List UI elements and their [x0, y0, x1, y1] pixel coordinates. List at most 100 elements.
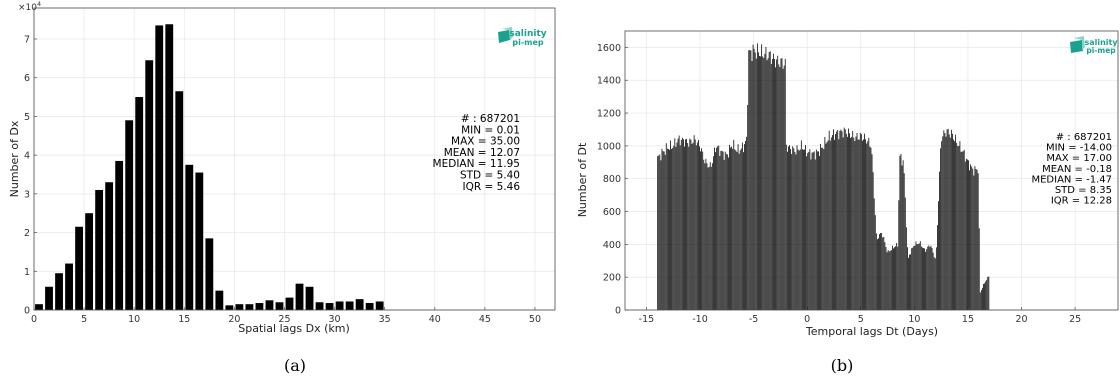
bar — [692, 142, 694, 310]
bar — [975, 168, 977, 310]
bar — [824, 136, 826, 310]
bar — [680, 139, 682, 310]
bar — [714, 147, 715, 310]
bar — [836, 131, 838, 310]
bar — [833, 129, 834, 310]
bar — [765, 46, 767, 310]
bar — [713, 156, 714, 310]
bar — [745, 140, 746, 310]
bar — [775, 67, 776, 310]
bar — [696, 142, 698, 310]
bar — [799, 149, 801, 310]
salinity-logo: salinity pi-mep — [498, 27, 547, 47]
bar — [95, 189, 104, 310]
x-axis-label: Temporal lags Dt (Days) — [805, 325, 938, 338]
bar — [660, 160, 662, 310]
bar — [255, 303, 264, 310]
bar — [988, 276, 990, 310]
bar — [265, 300, 274, 310]
bar — [758, 52, 759, 310]
bar — [874, 215, 876, 310]
stats-line: MIN = -14.00 — [1046, 143, 1112, 154]
panel-b: -15 -10 -5 0 5 10 15 20 25 0 200 400 600 800 1000 1200 1… — [576, 30, 1119, 375]
bar — [720, 150, 722, 310]
bar — [768, 52, 770, 311]
bar — [670, 140, 671, 310]
bar — [959, 141, 961, 310]
bar — [898, 200, 900, 310]
bar — [704, 163, 706, 310]
y-tick-label: 200 — [603, 273, 621, 284]
logo-text-salinity: salinity — [1084, 38, 1118, 47]
stats-line: MAX = 17.00 — [1046, 153, 1112, 164]
bar — [922, 247, 923, 310]
bar — [335, 301, 344, 310]
x-tick-label: 0 — [804, 314, 810, 325]
bar — [819, 156, 820, 310]
bar — [979, 292, 981, 310]
x-tick-label: 40 — [429, 314, 441, 325]
bar — [970, 164, 972, 310]
bar — [737, 144, 739, 310]
bar — [886, 252, 888, 310]
x-tick-label: 35 — [379, 314, 391, 325]
bar — [165, 24, 174, 311]
bar — [759, 56, 760, 310]
x-tick-label: 25 — [1069, 314, 1081, 325]
bar — [927, 246, 929, 310]
bar — [916, 244, 918, 310]
bar — [900, 154, 902, 310]
y-tick-label: 7 — [24, 34, 30, 45]
bar — [855, 136, 857, 310]
bar — [675, 146, 677, 310]
bar — [915, 241, 917, 310]
bar — [983, 283, 984, 310]
bar — [65, 263, 73, 310]
bar — [932, 252, 934, 310]
bar — [766, 60, 768, 310]
bar — [835, 134, 836, 310]
bar — [860, 134, 862, 310]
bar — [739, 150, 741, 310]
bar — [839, 130, 841, 310]
bar — [911, 248, 913, 310]
bar — [919, 241, 921, 310]
x-tick-label: 20 — [1015, 314, 1027, 325]
bar — [708, 166, 710, 310]
bar — [789, 145, 790, 310]
bar — [905, 227, 907, 310]
bar — [698, 139, 699, 310]
bar — [871, 154, 873, 310]
bar — [971, 166, 973, 310]
bar — [689, 138, 691, 310]
bar — [987, 276, 989, 310]
ticks: -15 -10 -5 0 5 10 15 20 25 0 200 400 600 800 1000 1200 1… — [597, 43, 1081, 325]
bar — [674, 138, 676, 310]
x-tick-label: -10 — [692, 314, 708, 325]
panel-caption-b: (b) — [831, 356, 854, 375]
bar — [776, 59, 778, 311]
bar — [899, 155, 901, 310]
y-tick-label: 3 — [24, 189, 30, 200]
bar — [826, 141, 828, 310]
bar — [770, 63, 772, 310]
bar — [825, 143, 827, 310]
bar — [735, 150, 737, 310]
bar — [844, 129, 846, 310]
bar — [863, 139, 864, 310]
bar — [973, 175, 975, 310]
bar — [753, 48, 755, 310]
logo-text-pimep: pi-mep — [1086, 46, 1116, 55]
bar — [978, 228, 980, 310]
bar — [884, 242, 886, 310]
bar — [803, 149, 804, 310]
bar — [215, 290, 224, 310]
bar — [907, 247, 908, 310]
bar — [958, 145, 960, 310]
bar — [295, 283, 304, 310]
bar — [960, 151, 962, 310]
bar — [965, 158, 967, 310]
bar — [762, 56, 764, 311]
bar — [135, 97, 144, 310]
